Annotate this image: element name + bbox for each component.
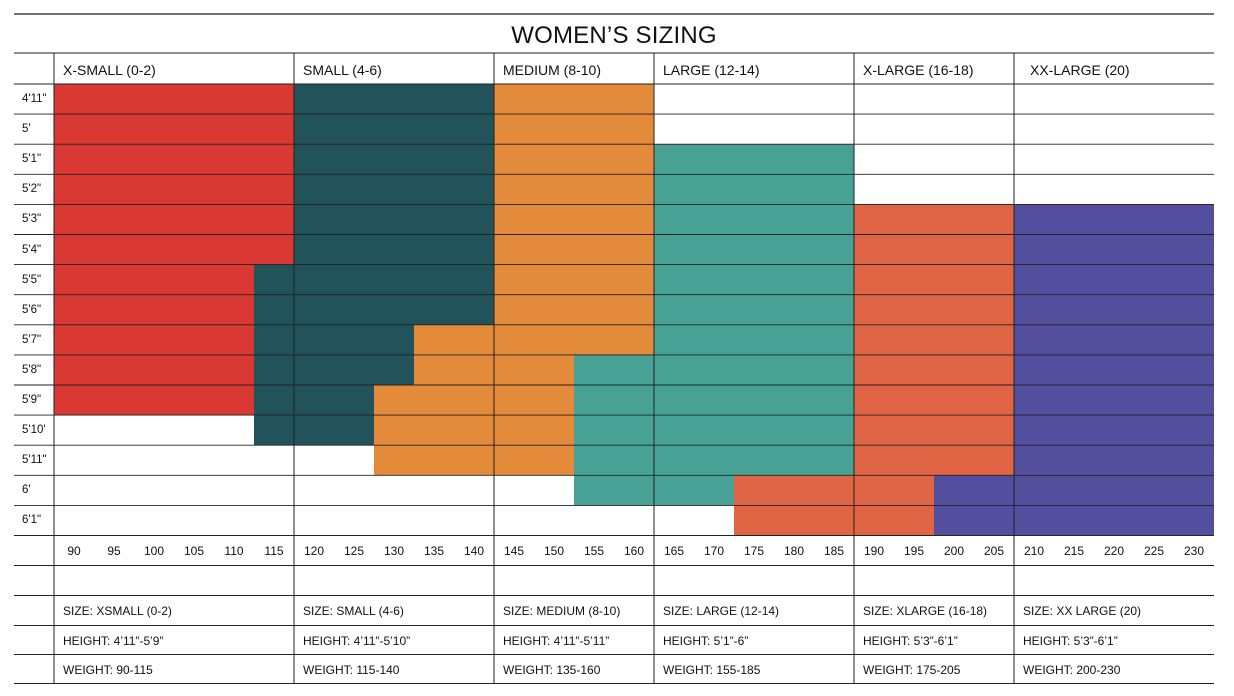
weight-tick-210: 210 bbox=[1023, 543, 1045, 558]
weight-tick-95: 95 bbox=[107, 543, 121, 558]
summary-size-s: SIZE: SMALL (4-6) bbox=[303, 603, 404, 618]
summary-height-xs: HEIGHT: 4’11”-5’9” bbox=[63, 633, 164, 648]
weight-tick-140: 140 bbox=[463, 543, 485, 558]
weight-tick-225: 225 bbox=[1143, 543, 1165, 558]
weight-tick-130: 130 bbox=[383, 543, 405, 558]
weight-tick-105: 105 bbox=[183, 543, 205, 558]
weight-tick-175: 175 bbox=[743, 543, 765, 558]
height-label-11: 5'10' bbox=[22, 424, 46, 437]
weight-tick-150: 150 bbox=[543, 543, 565, 558]
summary-height-xl: HEIGHT: 5’3”-6’1” bbox=[863, 633, 958, 648]
size-region-m-6 bbox=[494, 84, 654, 355]
size-region-m-9 bbox=[374, 385, 574, 476]
summary-size-xl: SIZE: XLARGE (16-18) bbox=[863, 603, 988, 618]
size-region-l-10 bbox=[654, 144, 854, 476]
height-label-14: 6'1" bbox=[22, 514, 42, 527]
size-header-l: LARGE (12-14) bbox=[663, 62, 760, 78]
summary-height-xxl: HEIGHT: 5’3”-6’1” bbox=[1023, 633, 1118, 648]
weight-tick-115: 115 bbox=[264, 543, 284, 558]
height-label-4: 5'3" bbox=[22, 213, 42, 226]
weight-tick-195: 195 bbox=[903, 543, 925, 558]
summary-weight-s: WEIGHT: 115-140 bbox=[303, 662, 400, 677]
summary-size-xs: SIZE: XSMALL (0-2) bbox=[63, 603, 172, 618]
weight-tick-180: 180 bbox=[783, 543, 805, 558]
summary-height-m: HEIGHT: 4’11”-5’11” bbox=[503, 633, 610, 648]
summary-size-m: SIZE: MEDIUM (8-10) bbox=[503, 603, 621, 618]
size-header-m: MEDIUM (8-10) bbox=[503, 62, 602, 78]
summary-weight-xl: WEIGHT: 175-205 bbox=[863, 662, 961, 677]
size-region-xs-1 bbox=[54, 264, 254, 416]
summary-weight-l: WEIGHT: 155-185 bbox=[663, 662, 761, 677]
summary-weight-xxl: WEIGHT: 200-230 bbox=[1023, 662, 1121, 677]
chart-title: WOMEN’S SIZING bbox=[511, 22, 717, 49]
size-region-xl-13 bbox=[854, 204, 1014, 476]
height-label-5: 5'4" bbox=[22, 243, 42, 256]
weight-tick-155: 155 bbox=[583, 543, 605, 558]
height-label-7: 5'6" bbox=[22, 303, 42, 316]
height-label-12: 5'11" bbox=[22, 454, 47, 467]
weight-tick-220: 220 bbox=[1103, 543, 1125, 558]
height-label-3: 5'2" bbox=[22, 183, 42, 196]
summary-size-xxl: SIZE: XX LARGE (20) bbox=[1023, 603, 1142, 618]
height-label-10: 5'9" bbox=[22, 394, 42, 406]
size-header-xxl: XX-LARGE (20) bbox=[1030, 62, 1130, 78]
weight-tick-100: 100 bbox=[143, 543, 165, 558]
summary-weight-xs: WEIGHT: 90-115 bbox=[63, 662, 153, 677]
weight-tick-135: 135 bbox=[423, 543, 445, 558]
weight-tick-165: 165 bbox=[663, 543, 685, 558]
summary-height-s: HEIGHT: 4’11”-5’10” bbox=[303, 633, 411, 648]
weight-tick-185: 185 bbox=[823, 543, 845, 558]
weight-tick-190: 190 bbox=[863, 543, 885, 558]
size-header-xs: X-SMALL (0-2) bbox=[63, 62, 156, 78]
summary-height-l: HEIGHT: 5’1”-6” bbox=[663, 633, 749, 648]
weight-tick-215: 215 bbox=[1063, 543, 1085, 558]
weight-tick-90: 90 bbox=[67, 543, 81, 558]
size-region-m-7 bbox=[414, 324, 494, 355]
summary-size-l: SIZE: LARGE (12-14) bbox=[663, 603, 780, 618]
height-label-9: 5'8" bbox=[22, 363, 42, 376]
weight-tick-125: 125 bbox=[343, 543, 365, 558]
height-label-1: 5' bbox=[22, 123, 31, 136]
weight-tick-230: 230 bbox=[1183, 543, 1205, 558]
weight-tick-160: 160 bbox=[623, 543, 645, 558]
weight-tick-120: 120 bbox=[303, 543, 325, 558]
height-label-0: 4'11" bbox=[22, 93, 47, 105]
weight-tick-110: 110 bbox=[224, 543, 244, 558]
summary-weight-m: WEIGHT: 135-160 bbox=[503, 662, 601, 677]
size-header-xl: X-LARGE (16-18) bbox=[863, 62, 974, 78]
weight-tick-145: 145 bbox=[503, 543, 525, 558]
height-label-13: 6' bbox=[22, 484, 31, 497]
size-region-xxl-15 bbox=[1014, 204, 1214, 536]
weight-tick-170: 170 bbox=[703, 543, 725, 558]
weight-tick-205: 205 bbox=[983, 543, 1005, 558]
weight-tick-200: 200 bbox=[943, 543, 965, 558]
height-label-6: 5'5" bbox=[22, 273, 42, 286]
height-label-2: 5'1" bbox=[22, 153, 42, 166]
height-label-8: 5'7" bbox=[22, 333, 42, 346]
size-header-s: SMALL (4-6) bbox=[303, 62, 382, 78]
